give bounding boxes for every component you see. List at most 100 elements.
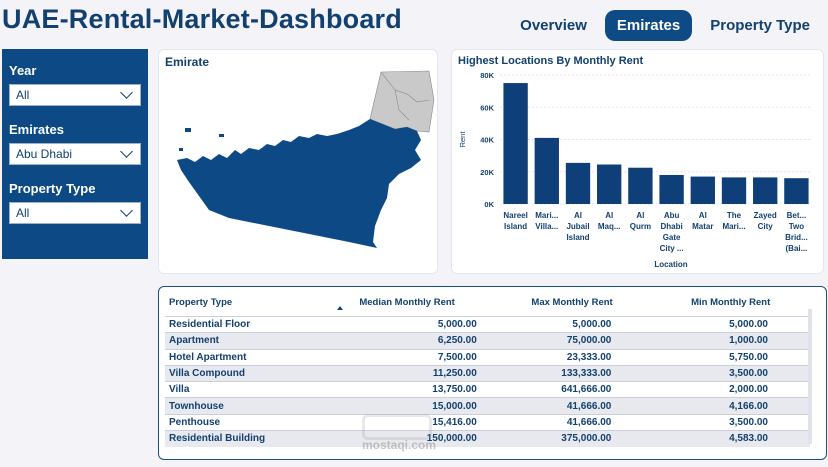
table-row[interactable]: Villa 13,750.00 641,666.00 2,000.00: [165, 381, 810, 398]
cell-property-type: Penthouse: [165, 413, 356, 431]
table-row[interactable]: Townhouse 15,000.00 41,666.00 4,166.00: [165, 397, 810, 415]
emirates-filter-label: Emirates: [9, 122, 64, 137]
col-property-type[interactable]: Property Type: [169, 297, 233, 308]
map-region-abu-dhabi[interactable]: [177, 119, 421, 248]
sort-ascending-icon[interactable]: [337, 306, 343, 310]
table-scrollbar[interactable]: [808, 309, 812, 444]
cell-value: 5,000.00: [492, 315, 652, 333]
x-tick-label: Villa...: [535, 222, 558, 231]
emirates-select[interactable]: Abu Dhabi: [9, 143, 141, 165]
bar: [721, 177, 747, 204]
chevron-down-icon: [120, 204, 133, 217]
bar: [565, 162, 591, 204]
x-tick-label: Brid...: [785, 233, 808, 242]
year-select-value: All: [16, 88, 30, 102]
col-median-monthly-rent[interactable]: Median Monthly Rent: [359, 297, 455, 308]
watermark-logo: [362, 414, 432, 440]
y-tick-label: 80K: [480, 71, 494, 80]
chart-title: Highest Locations By Monthly Rent: [458, 55, 644, 67]
cell-value: 41,666.00: [492, 413, 652, 431]
table-row[interactable]: Penthouse 15,416.00 41,666.00 3,500.00: [165, 413, 810, 431]
cell-value: 4,583.00: [651, 430, 810, 447]
filter-panel: Year All Emirates Abu Dhabi Property Typ…: [2, 49, 148, 259]
x-tick-label: (Bai...: [786, 244, 808, 253]
x-tick-label: Dhabi: [660, 222, 682, 231]
table-row[interactable]: Apartment 6,250.00 75,000.00 1,000.00: [165, 332, 810, 350]
bar: [597, 164, 622, 204]
cell-value: 41,666.00: [492, 397, 652, 415]
x-tick-label: Matar: [692, 222, 713, 231]
x-tick-label: Island: [504, 222, 527, 231]
cell-value: 6,250.00: [355, 332, 493, 350]
col-min-monthly-rent[interactable]: Min Monthly Rent: [691, 297, 771, 308]
map-island: [185, 128, 191, 132]
x-tick-label: Bet...: [787, 211, 807, 220]
map-title: Emirate: [165, 55, 210, 69]
year-filter-label: Year: [9, 63, 37, 78]
cell-value: 2,000.00: [651, 381, 810, 398]
y-tick-label: 20K: [480, 168, 494, 177]
cell-value: 1,000.00: [651, 332, 810, 350]
table-header-row: Property Type Median Monthly Rent Max Mo…: [165, 295, 810, 317]
table-row[interactable]: Villa Compound 11,250.00 133,333.00 3,500.0…: [165, 364, 810, 382]
bar-chart: Highest Locations By Monthly Rent 0K 20K 40…: [458, 55, 812, 269]
nav-overview[interactable]: Overview: [512, 11, 595, 40]
cell-value: 3,500.00: [651, 413, 810, 431]
cell-value: 641,666.00: [492, 381, 652, 398]
cell-value: 13,750.00: [355, 381, 493, 398]
cell-value: 5,000.00: [355, 315, 493, 333]
table-row[interactable]: Residential Floor 5,000.00 5,000.00 5,000.0…: [165, 315, 810, 333]
map-island: [219, 134, 224, 137]
cell-value: 375,000.00: [492, 430, 652, 447]
property-type-table-card: Property Type Median Monthly Rent Max Mo…: [158, 286, 827, 460]
property-type-table: Property Type Median Monthly Rent Max Mo…: [165, 295, 810, 447]
y-tick-label: 0K: [484, 200, 494, 209]
table-row[interactable]: Hotel Apartment 7,500.00 23,333.00 5,750.00: [165, 348, 810, 366]
map-region-other-emirates[interactable]: [369, 70, 435, 133]
table-row[interactable]: Residential Building 150,000.00 375,000.00…: [165, 430, 810, 447]
x-tick-label: Al: [636, 211, 644, 220]
year-select[interactable]: All: [9, 84, 141, 106]
dashboard-title: UAE-Rental-Market-Dashboard: [2, 4, 402, 34]
bar: [784, 178, 809, 204]
emirates-select-value: Abu Dhabi: [16, 147, 73, 161]
watermark-text: mostaqi.com: [362, 438, 437, 452]
page-nav: Overview Emirates Property Type: [512, 10, 818, 41]
x-tick-label: Maq...: [598, 222, 621, 231]
cell-value: 15,000.00: [355, 397, 493, 415]
x-tick-label: City ...: [660, 244, 684, 253]
cell-property-type: Villa: [165, 381, 356, 398]
x-tick-label: Two: [789, 222, 805, 231]
bar: [503, 83, 528, 204]
x-tick-label: The: [727, 211, 742, 220]
uae-map[interactable]: [159, 50, 439, 275]
cell-value: 7,500.00: [355, 348, 493, 366]
nav-property-type[interactable]: Property Type: [702, 11, 818, 40]
cell-value: 3,500.00: [651, 364, 810, 382]
x-tick-label: Zayed: [754, 211, 777, 220]
x-tick-label: City: [758, 222, 774, 231]
cell-value: 15,416.00: [355, 413, 493, 431]
bar-chart-card: Highest Locations By Monthly Rent 0K 20K 40…: [451, 49, 824, 274]
x-tick-label: Island: [566, 233, 589, 242]
cell-value: 23,333.00: [492, 348, 652, 366]
x-axis-label: Location: [654, 260, 687, 269]
property-type-select[interactable]: All: [9, 202, 141, 224]
x-tick-label: Mari...: [722, 222, 745, 231]
map-region-divider: [380, 71, 430, 121]
cell-property-type: Apartment: [165, 332, 356, 350]
nav-emirates[interactable]: Emirates: [604, 10, 693, 41]
bar: [690, 176, 715, 204]
chevron-down-icon: [120, 145, 133, 158]
cell-value: 5,000.00: [651, 315, 810, 333]
x-tick-label: Abu: [664, 211, 680, 220]
bar: [753, 177, 778, 204]
property-type-select-value: All: [16, 206, 30, 220]
col-max-monthly-rent[interactable]: Max Monthly Rent: [531, 297, 613, 308]
x-tick-label: Al: [605, 211, 613, 220]
cell-value: 150,000.00: [355, 430, 493, 447]
y-tick-label: 60K: [480, 103, 494, 112]
property-type-filter-label: Property Type: [9, 181, 96, 196]
bar: [628, 167, 653, 204]
map-island: [405, 150, 415, 158]
